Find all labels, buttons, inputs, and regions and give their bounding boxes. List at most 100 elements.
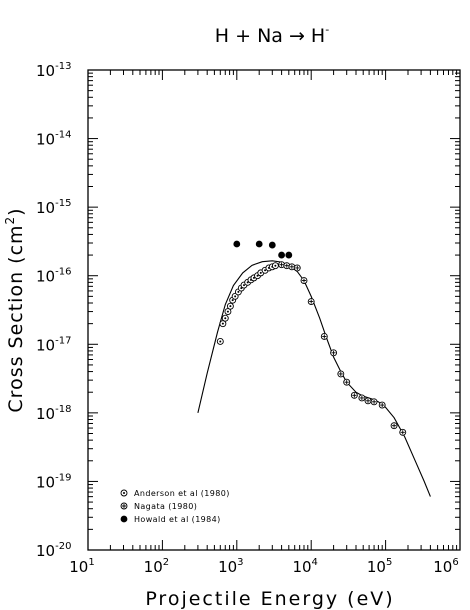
legend-marker (120, 515, 128, 523)
x-tick-label: 105 (367, 557, 392, 576)
fit-curve (197, 260, 431, 497)
data-point (320, 333, 328, 340)
marker-dot (233, 240, 241, 248)
x-tick-label: 102 (144, 557, 169, 576)
data-point (283, 262, 291, 270)
marker-cross (338, 371, 343, 376)
data-point (224, 308, 232, 316)
data-point (358, 394, 366, 402)
data-point (307, 298, 315, 305)
marker-dot (120, 515, 128, 523)
marker-cross (295, 265, 300, 271)
y-tick-label: 10-19 (36, 472, 71, 491)
marker-center (219, 340, 222, 343)
marker-cross (289, 264, 294, 269)
data-point (343, 378, 351, 386)
fit-curve-line (197, 260, 431, 497)
x-tick-label: 103 (218, 557, 243, 576)
marker-center (123, 492, 125, 494)
data-point (285, 251, 293, 259)
data-point (278, 261, 286, 269)
legend: Anderson et al (1980) Nagata (1980) Howald… (120, 489, 230, 524)
data-point (293, 264, 301, 272)
marker-dot (278, 251, 285, 259)
x-tick-label: 106 (433, 557, 458, 576)
data-point (216, 337, 224, 345)
y-axis-label-close: ) (5, 207, 27, 215)
marker-cross (391, 423, 397, 428)
legend-label: Anderson et al (1980) (134, 489, 230, 498)
marker-center (231, 299, 234, 302)
marker-center (224, 317, 227, 320)
axis-ticks (87, 69, 461, 551)
y-tick-label: 10-14 (36, 130, 71, 149)
data-point (233, 240, 241, 248)
marker-center (274, 264, 277, 267)
data-point (337, 370, 345, 378)
data-point (221, 314, 229, 322)
data-point (226, 302, 234, 310)
y-tick-label: 10-16 (36, 267, 71, 286)
y-tick-label: 10-20 (36, 541, 71, 560)
legend-marker (120, 489, 128, 497)
x-tick-labels: 101 102 103 104 105 106 (69, 557, 458, 576)
y-axis-label-text: Cross Section (cm (5, 224, 27, 412)
chart-title-text: H + Na → H (215, 25, 325, 47)
marker-center (234, 295, 237, 298)
y-axis-label-superscript: 2 (3, 216, 17, 225)
data-point (378, 401, 386, 409)
marker-cross (371, 399, 377, 404)
data-point (271, 262, 279, 270)
y-tick-label: 10-13 (36, 61, 71, 80)
marker-cross (279, 262, 284, 267)
marker-center (229, 305, 232, 308)
chart-title: H + Na → H- (215, 23, 329, 47)
marker-cross (331, 350, 336, 355)
data-markers (216, 240, 407, 436)
marker-center (237, 290, 240, 293)
marker-cross (301, 278, 307, 283)
x-axis-label: Projectile Energy (eV) (145, 588, 394, 610)
marker-cross (322, 334, 327, 339)
y-tick-label: 10-15 (36, 198, 71, 217)
chart-title-superscript: - (325, 23, 329, 36)
marker-cross (352, 393, 357, 398)
y-axis-label: Cross Section (cm2) (3, 207, 27, 412)
marker-cross (380, 402, 385, 408)
marker-center (264, 269, 267, 272)
data-point (364, 397, 372, 405)
y-tick-label: 10-18 (36, 404, 71, 423)
y-tick-label: 10-17 (36, 335, 71, 354)
marker-cross (121, 503, 127, 509)
marker-dot (285, 251, 293, 259)
marker-dot (268, 241, 276, 249)
svg-text:Cross Section (cm2): Cross Section (cm2) (3, 207, 27, 412)
marker-cross (400, 430, 405, 435)
data-point (390, 422, 398, 430)
x-tick-label: 104 (292, 557, 317, 576)
svg-text:H + Na → H-: H + Na → H- (215, 23, 329, 47)
legend-label: Nagata (1980) (134, 502, 197, 511)
data-point (255, 240, 263, 248)
x-tick-label: 101 (69, 557, 94, 576)
data-point (268, 241, 276, 249)
marker-center (221, 322, 224, 325)
marker-cross (365, 398, 371, 403)
data-point (278, 251, 285, 259)
marker-cross (359, 395, 364, 401)
data-point (399, 428, 407, 436)
marker-center (252, 276, 255, 279)
marker-center (259, 271, 262, 274)
marker-center (226, 310, 229, 313)
marker-cross (344, 380, 349, 385)
data-point (330, 349, 338, 357)
marker-dot (255, 240, 263, 248)
y-tick-labels: 10-20 10-19 10-18 10-17 10-16 10-15 10-14 10-13 (36, 61, 71, 560)
plot-frame (87, 69, 461, 551)
marker-center (256, 274, 259, 277)
marker-cross (284, 263, 289, 268)
legend-marker (120, 502, 128, 510)
data-point (370, 398, 378, 406)
marker-cross (309, 299, 314, 304)
